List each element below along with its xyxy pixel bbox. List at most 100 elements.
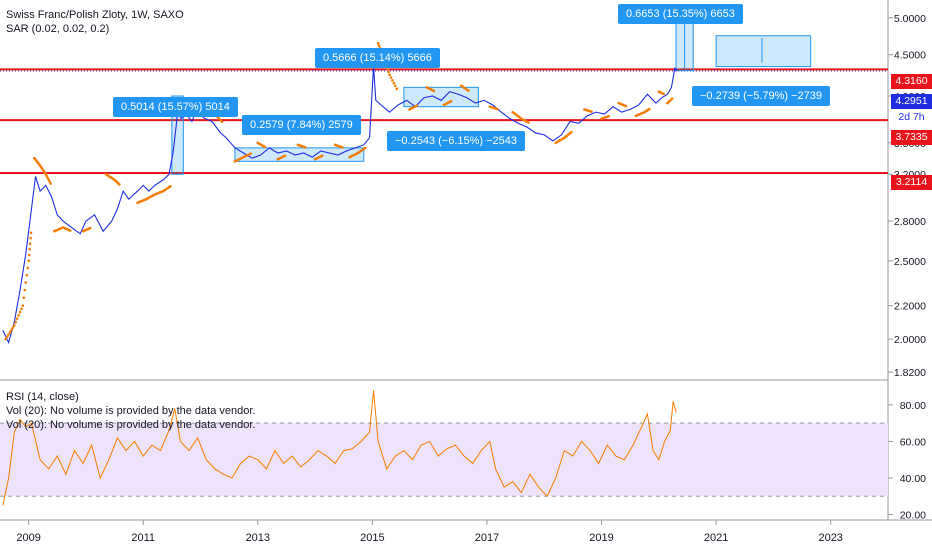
sar-dot: [28, 248, 31, 251]
x-tick-label: 2021: [704, 532, 728, 544]
sar-dot: [662, 92, 665, 96]
rsi-band: [0, 423, 888, 497]
rsi-tick-label: 20.00: [900, 510, 926, 522]
sar-dot: [590, 110, 593, 113]
measure-callout-2[interactable]: 0.2579 (7.84%) 2579: [242, 115, 361, 135]
price-tag-support: 3.2114: [891, 175, 932, 190]
y-tick-label: 2.8000: [894, 216, 926, 228]
sar-dot: [387, 70, 390, 74]
sar-dot: [20, 307, 23, 311]
sar-dot: [68, 229, 72, 232]
x-tick-label: 2023: [818, 532, 842, 544]
sar-dot: [27, 253, 31, 257]
measure-box: [715, 35, 812, 68]
sar-dot: [25, 273, 29, 277]
sar-dot: [169, 185, 172, 188]
price-tag-resistance: 4.3160: [891, 74, 932, 89]
x-tick-label: 2011: [131, 532, 155, 544]
rsi-tick-label: 40.00: [900, 473, 926, 485]
sar-dot: [10, 328, 13, 332]
measure-box: [403, 86, 479, 108]
sar-dot: [495, 107, 499, 111]
sar-dot: [391, 78, 394, 82]
sar-dot: [389, 76, 393, 79]
symbol-title[interactable]: Swiss Franc/Polish Zloty, 1W, SAXO: [6, 9, 184, 21]
y-tick-label: 4.5000: [894, 50, 926, 62]
sar-dot: [392, 81, 396, 85]
y-tick-label: 5.0000: [894, 13, 926, 25]
price-tag-mid: 3.7335: [891, 130, 932, 145]
sar-dot: [14, 320, 18, 324]
sar-dot: [26, 266, 29, 270]
measure-callout-1[interactable]: 0.5014 (15.57%) 5014: [113, 97, 238, 117]
sar-dot: [24, 281, 28, 284]
y-tick-label: 2.0000: [894, 334, 926, 346]
y-tick-label: 2.2000: [894, 301, 926, 313]
sar-dot: [29, 236, 32, 240]
volume-indicator-label-2[interactable]: Vol (20): No volume is provided by the d…: [6, 419, 256, 431]
sar-dot: [21, 304, 25, 307]
sar-dot: [395, 87, 399, 91]
sar-dot: [386, 67, 389, 71]
measure-callout-3[interactable]: 0.5666 (15.14%) 5666: [315, 48, 440, 68]
sar-dot: [432, 89, 436, 93]
measure-callout-4[interactable]: −0.2543 (−6.15%) −2543: [387, 131, 526, 151]
sar-dot: [15, 317, 19, 320]
sar-dot: [22, 296, 26, 300]
y-tick-label: 2.5000: [894, 256, 926, 268]
sar-dot: [388, 73, 391, 77]
x-tick-label: 2013: [246, 532, 270, 544]
sar-dot: [415, 104, 419, 107]
sar-dot: [23, 288, 27, 292]
sar-dot: [607, 115, 611, 118]
sar-dot: [28, 242, 32, 245]
sar-dot: [17, 314, 20, 317]
sar-dot: [249, 152, 252, 155]
sar-dot: [8, 330, 12, 334]
rsi-tick-label: 80.00: [900, 400, 926, 412]
sar-dot: [5, 335, 9, 339]
rsi-tick-label: 60.00: [900, 436, 926, 448]
measure-callout-6[interactable]: −0.2739 (−5.79%) −2739: [692, 86, 831, 106]
sar-dot: [647, 107, 651, 111]
sar-dot: [377, 44, 381, 48]
bar-countdown: 2d 7h: [891, 110, 932, 125]
sar-dot: [4, 337, 8, 341]
sar-dot: [118, 183, 121, 186]
sar-dot: [670, 97, 674, 100]
sar-dot: [263, 145, 267, 149]
sar-dot: [570, 130, 573, 134]
volume-indicator-label[interactable]: Vol (20): No volume is provided by the d…: [6, 405, 256, 417]
sar-dot: [394, 84, 397, 88]
sar-dot: [320, 154, 324, 158]
rsi-line: [2, 390, 677, 506]
sar-dot: [283, 154, 287, 158]
x-tick-label: 2009: [16, 532, 40, 544]
sar-dot: [27, 259, 30, 263]
rsi-legend: RSI (14, close) Vol (20): No volume is p…: [6, 390, 255, 432]
price-tag-last: 4.2951: [891, 94, 932, 109]
measure-callout-5[interactable]: 0.6653 (15.35%) 6653: [618, 4, 743, 24]
price-line: [2, 66, 678, 345]
sar-dot: [220, 120, 224, 124]
sar-dot: [376, 41, 380, 45]
sar-dot: [49, 182, 52, 185]
sar-dot: [18, 310, 22, 314]
sar-dot: [29, 231, 33, 235]
x-tick-label: 2017: [475, 532, 499, 544]
y-tick-label: 1.8200: [894, 367, 926, 379]
sar-dot: [624, 104, 628, 108]
sar-dot: [303, 146, 307, 149]
sar-dot: [13, 324, 16, 327]
sar-dot: [11, 326, 15, 329]
sar-dot: [88, 226, 92, 230]
measure-box: [234, 147, 365, 162]
sar-dot: [467, 89, 470, 92]
x-tick-label: 2019: [589, 532, 613, 544]
measure-box: [171, 95, 184, 175]
sar-indicator-label[interactable]: SAR (0.02, 0.02, 0.2): [6, 23, 110, 35]
sar-dot: [7, 333, 10, 336]
rsi-indicator-label[interactable]: RSI (14, close): [6, 391, 79, 403]
